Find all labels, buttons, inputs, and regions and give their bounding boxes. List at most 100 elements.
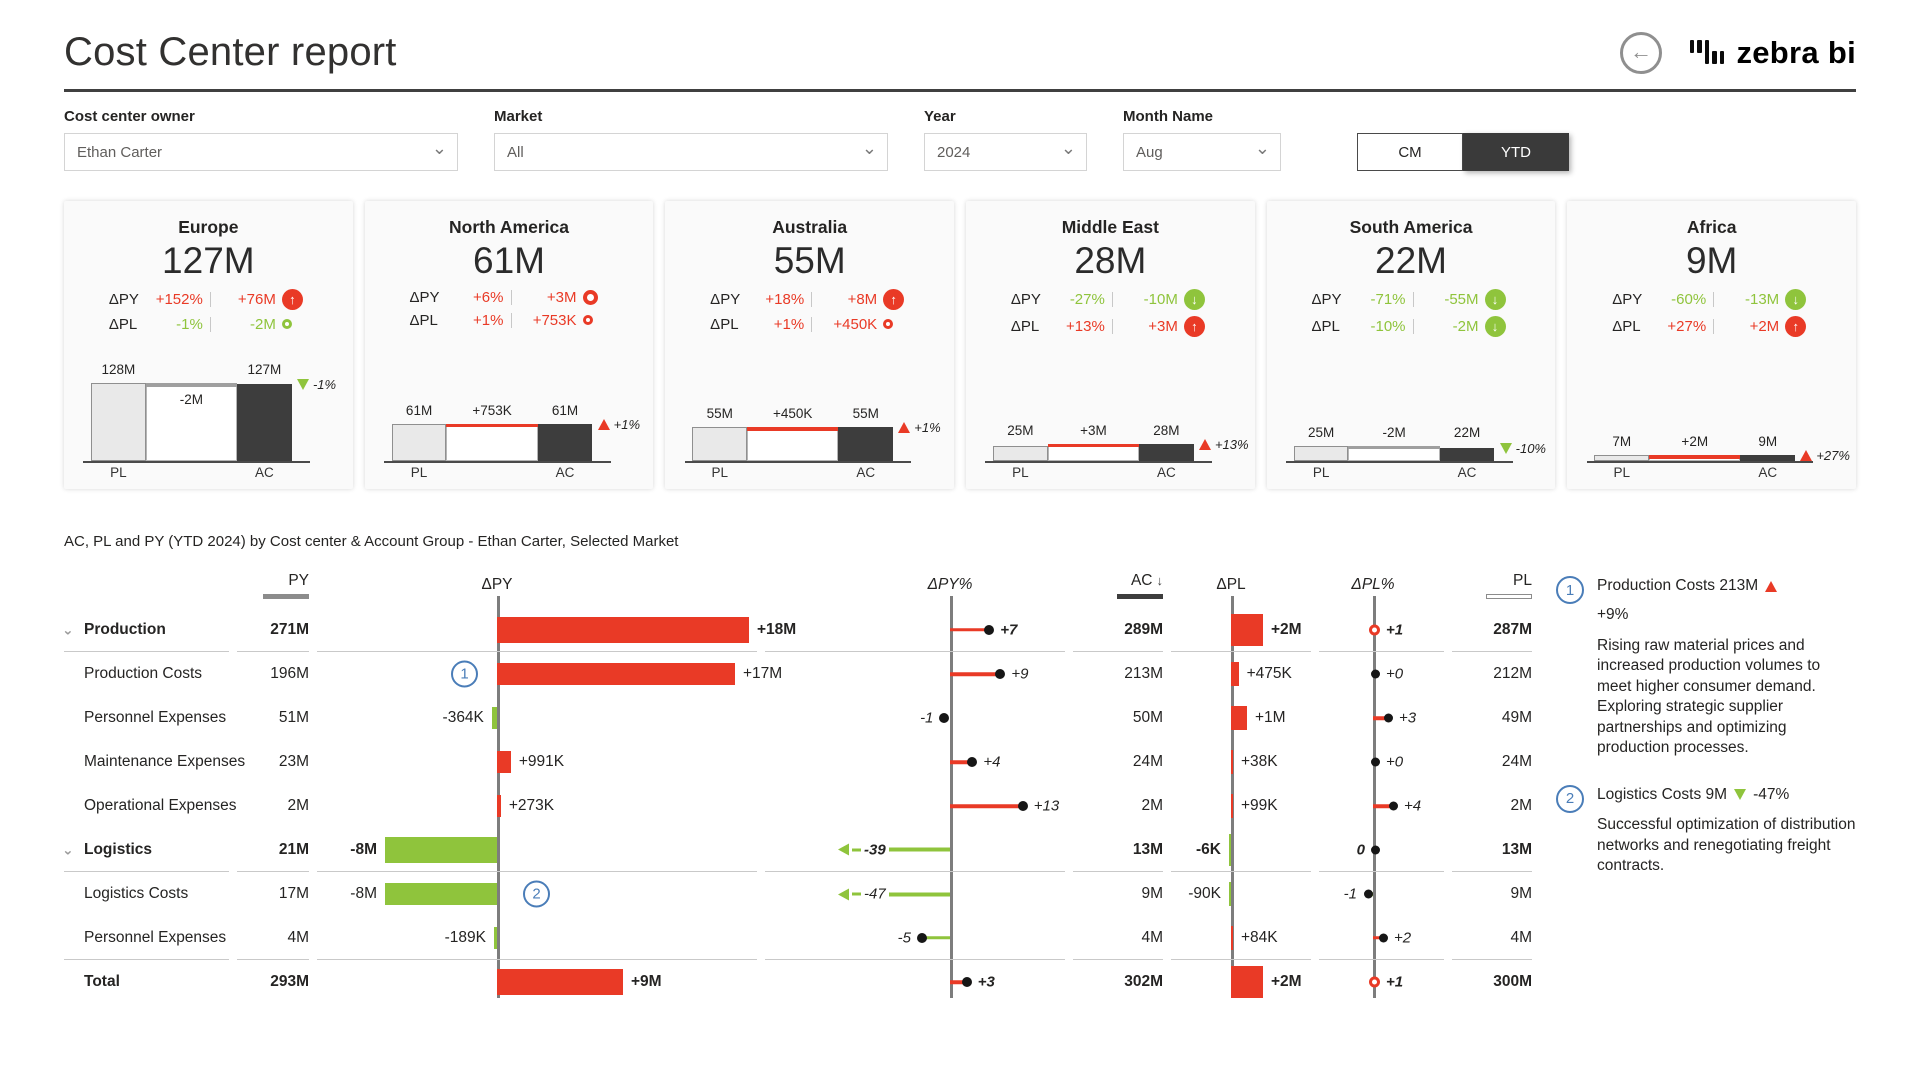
pl-value: 212M [1493, 665, 1532, 682]
dpl-pct-value: +4 [1404, 797, 1422, 815]
dpl-pct-value: 0 [1356, 841, 1365, 858]
toggle-cm-button[interactable]: CM [1357, 133, 1463, 171]
dpy-pct-value: +4 [983, 753, 1001, 771]
cell-dpl: +1M [1171, 696, 1311, 740]
annotation-title-text: Production Costs 213M [1597, 577, 1759, 594]
variance-bar [446, 423, 538, 461]
dpy-pct-dot [939, 713, 950, 723]
cost-center-owner-dropdown[interactable]: Ethan Carter ⌄ [64, 133, 458, 171]
dpy-bar [497, 616, 749, 643]
month-dropdown[interactable]: Aug ⌄ [1123, 133, 1281, 171]
header-cell-dpy-pct: ΔPY% [765, 564, 1065, 606]
divider [1713, 318, 1715, 334]
dpy-bar [491, 707, 497, 729]
dpl-pct-red-dot [1369, 976, 1380, 988]
baseline-axis [1285, 460, 1513, 463]
collapse-chevron-icon[interactable]: ⌄ [62, 621, 74, 637]
relative-variance-marker: +13% [1198, 436, 1249, 452]
kpi-dpl-label: ΔPL [1010, 317, 1040, 335]
cell-dpy-pct: +13 [765, 784, 1065, 828]
back-button[interactable]: ← [1619, 31, 1662, 74]
kpi-card-africa[interactable]: Africa 9M ΔPY -60% -13M ↓ ΔPL +27% +2M ↑ 7M +2M 9M +2… [1567, 201, 1857, 489]
kpi-dpy-row: ΔPY -60% -13M ↓ [1579, 288, 1844, 310]
annotations-panel: 1 Production Costs 213M +9% Rising raw mate… [1556, 564, 1856, 1004]
table-row-maintenance-expenses[interactable]: Maintenance Expenses 23M +991K +4 24M +38K +0 2… [64, 740, 1532, 784]
pl-value-label: 7M [1612, 434, 1632, 449]
relative-variance-label: -10% [1515, 440, 1546, 456]
table-row-total[interactable]: Total 293M +9M +3 302M +2M +1 300M [64, 960, 1532, 1004]
annotation-marker-2: 2 [523, 880, 550, 908]
table-row-production-costs[interactable]: Production Costs 196M +17M 1 +9 213M +475K +0 21… [64, 652, 1532, 696]
kpi-card-europe[interactable]: Europe 127M ΔPY +152% +76M ↑ ΔPL -1% -2M 128M -2M 1… [64, 201, 353, 489]
cell-dpl-pct: +0 [1319, 740, 1444, 784]
table-row-personnel-expenses[interactable]: Personnel Expenses 4M -189K -5 4M +84K +2 4M [64, 916, 1532, 960]
pl-value-label: 25M [1307, 424, 1335, 440]
dpy-percent-value: +6% [473, 288, 504, 306]
pl-bar [91, 383, 146, 461]
row-label: Production Costs [84, 665, 203, 682]
ac-value-label: 28M [1153, 422, 1180, 438]
pl-value-label: 25M [1007, 422, 1034, 438]
cell-py: 293M [237, 960, 309, 1004]
cm-ytd-toggle: CM YTD [1357, 133, 1569, 171]
relative-variance-label: +13% [1214, 436, 1249, 452]
waterfall-x-labels: PL AC [679, 465, 940, 483]
pl-bar [1293, 445, 1349, 461]
dpy-pct-overflow-marker: -47 [838, 886, 950, 903]
kpi-region-label: Middle East [1061, 217, 1159, 237]
dpy-value: +18M [757, 620, 797, 638]
dpy-pct-line [950, 760, 973, 764]
ac-value: 13M [1132, 840, 1163, 858]
table-body: ⌄ Production 271M +18M +7 289M +2M +1 287M Produc… [62, 596, 1532, 1004]
top-bar: Cost Center report ← zebra bi [64, 0, 1856, 75]
dpl-bar [1231, 613, 1263, 646]
dpy-absolute-value: +3M [546, 288, 577, 306]
ac-value-label: 61M [551, 402, 579, 418]
ac-value: 24M [1132, 753, 1163, 770]
kpi-indicator: ↑ [281, 288, 308, 310]
py-value: 17M [278, 885, 309, 902]
toggle-ytd-button[interactable]: YTD [1463, 133, 1569, 171]
dropdown-value: Ethan Carter [77, 143, 163, 161]
table-section: PY ΔPY ΔPY% AC ↓ ΔPL ΔPL% PL ⌄ Production 271M +18M… [62, 564, 1856, 1004]
cell-dpl: +475K [1171, 652, 1311, 696]
zebra-bi-logo-icon [1689, 39, 1725, 66]
triangle-down-icon [296, 378, 309, 390]
py-value: 196M [270, 665, 309, 682]
zebra-bi-logo: zebra bi [1689, 35, 1856, 71]
kpi-card-middle-east[interactable]: Middle East 28M ΔPY -27% -10M ↓ ΔPL +13% +3M ↑ 25M… [966, 201, 1255, 489]
cell-row-label: Personnel Expenses [64, 696, 229, 740]
cell-pl: 4M [1452, 916, 1532, 960]
page-title: Cost Center report [64, 30, 397, 74]
relative-variance-label: -1% [312, 376, 337, 392]
top-right-controls: ← zebra bi [1619, 31, 1856, 74]
collapse-chevron-icon[interactable]: ⌄ [62, 841, 74, 857]
kpi-card-south-america[interactable]: South America 22M ΔPY -71% -55M ↓ ΔPL -10% -2M ↓ 2… [1266, 201, 1556, 489]
header-cell-dpl-pct: ΔPL% [1319, 564, 1444, 606]
table-row-operational-expenses[interactable]: Operational Expenses 2M +273K +13 2M +99K +4 2M [64, 784, 1532, 828]
kpi-card-australia[interactable]: Australia 55M ΔPY +18% +8M ↑ ΔPL +1% +450K 55M +45… [665, 201, 955, 489]
table-row-logistics-costs[interactable]: Logistics Costs 17M -8M 2 -47 9M -90K -1 9M [64, 872, 1532, 916]
kpi-indicator [582, 315, 609, 326]
variance-strip [145, 383, 237, 387]
cell-dpl-pct: +1 [1319, 608, 1444, 652]
waterfall-x-labels: PL AC [980, 465, 1241, 483]
dpy-absolute-value: -10M [1143, 290, 1178, 308]
table-row-logistics[interactable]: ⌄ Logistics 21M -8M -39 13M -6K 0 13M [62, 828, 1532, 872]
cell-dpl-pct: -1 [1319, 872, 1444, 916]
kpi-card-north-america[interactable]: North America 61M ΔPY +6% +3M ΔPL +1% +753K 61M +… [364, 201, 654, 489]
pl-value: 9M [1510, 885, 1532, 902]
ac-value-label: 127M [247, 362, 282, 377]
dpl-value: +475K [1246, 665, 1292, 682]
table-row-production[interactable]: ⌄ Production 271M +18M +7 289M +2M +1 287M [62, 608, 1532, 652]
market-dropdown[interactable]: All ⌄ [494, 133, 888, 171]
dpy-pct-value: +3 [977, 973, 995, 991]
year-dropdown[interactable]: 2024 ⌄ [924, 133, 1087, 171]
table-row-personnel-expenses[interactable]: Personnel Expenses 51M -364K -1 50M +1M +3 49M [64, 696, 1532, 740]
ac-bar [537, 423, 593, 461]
dpl-pct-value: +1 [1386, 621, 1404, 638]
baseline-axis [83, 460, 310, 463]
kpi-dpl-label: ΔPL [710, 315, 739, 333]
dpl-value: +2M [1271, 620, 1302, 638]
annotation-1: 1 Production Costs 213M +9% Rising raw mate… [1556, 576, 1856, 759]
